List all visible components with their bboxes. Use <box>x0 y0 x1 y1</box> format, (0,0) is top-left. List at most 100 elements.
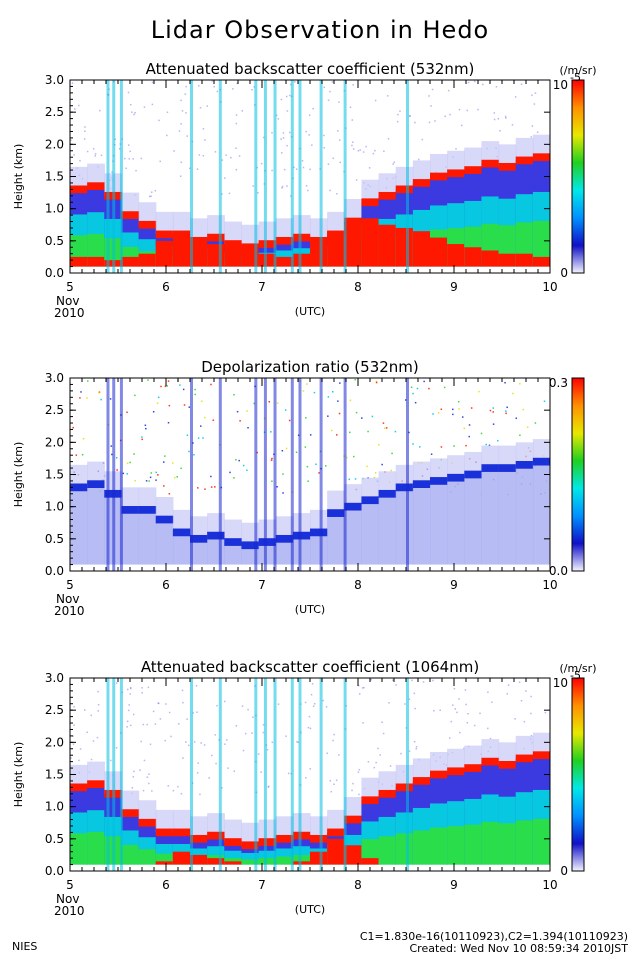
dense-layer-cell <box>87 831 105 865</box>
speckle <box>235 168 238 171</box>
speckle <box>374 149 376 152</box>
speckle <box>432 413 434 415</box>
speckle <box>210 383 212 386</box>
speckle <box>211 754 213 757</box>
haze-cell <box>172 509 191 533</box>
speckle <box>505 117 507 119</box>
speckle <box>235 147 237 149</box>
cloud-streak <box>190 80 193 273</box>
y-tick-label: 1.0 <box>45 202 64 216</box>
speckle <box>126 720 129 723</box>
speckle <box>185 85 187 88</box>
haze-cell <box>430 458 448 481</box>
speckle <box>213 85 215 88</box>
speckle <box>195 685 198 687</box>
y-tick-label: 1.0 <box>45 800 64 814</box>
speckle <box>414 401 417 404</box>
speckle <box>287 772 290 775</box>
haze-cell <box>447 748 465 772</box>
speckle <box>349 106 352 109</box>
dense-layer-cell <box>412 830 431 865</box>
haze-cell <box>447 150 465 174</box>
speckle <box>214 151 217 153</box>
speckle <box>447 89 450 92</box>
haze-cell <box>515 735 534 759</box>
speckle <box>423 380 425 383</box>
speckle <box>140 740 142 743</box>
haze-cell <box>70 764 88 788</box>
speckle <box>109 398 112 400</box>
strong-layer-cell <box>344 845 363 865</box>
cloud-top-cell <box>138 818 157 827</box>
haze-cell <box>412 461 431 485</box>
cloud-streak <box>112 678 116 871</box>
speckle <box>346 456 348 459</box>
speckle <box>224 743 226 745</box>
speckle <box>288 419 291 422</box>
boundary-layer-cell <box>412 484 431 565</box>
speckle <box>132 776 135 778</box>
cloud-top-cell <box>327 509 345 517</box>
speckle <box>236 410 239 413</box>
speckle <box>221 193 223 195</box>
speckle <box>141 436 143 438</box>
speckle <box>247 427 249 429</box>
speckle <box>145 480 148 482</box>
speckle <box>413 692 416 695</box>
speckle <box>166 134 168 137</box>
speckle <box>144 424 147 427</box>
speckle <box>432 679 434 682</box>
speckle <box>151 103 154 106</box>
haze-cell <box>190 516 208 539</box>
cloud-streak <box>273 678 277 871</box>
dense-layer-cell <box>241 859 260 865</box>
haze-cell <box>515 442 534 465</box>
speckle <box>235 122 238 125</box>
dense-layer-cell <box>481 821 500 865</box>
speckle <box>495 86 498 88</box>
colorbar-top-label: 10 <box>553 78 568 92</box>
haze-cell <box>310 509 328 533</box>
speckle <box>468 435 470 438</box>
cloud-streak <box>263 80 267 273</box>
speckle <box>115 682 118 684</box>
speckle <box>309 727 312 730</box>
speckle <box>512 392 514 395</box>
speckle <box>309 434 312 436</box>
speckle <box>384 427 386 430</box>
speckle <box>404 399 407 401</box>
cloud-streak <box>106 80 110 273</box>
speckle <box>110 759 112 762</box>
haze-cell <box>327 490 345 514</box>
speckle <box>351 144 353 147</box>
speckle <box>133 770 135 773</box>
speckle <box>86 150 89 153</box>
haze-cell <box>412 160 431 183</box>
speckle <box>388 702 390 704</box>
speckle <box>428 121 431 124</box>
speckle <box>141 438 143 441</box>
strong-layer-cell <box>327 231 345 267</box>
speckle <box>422 681 425 683</box>
cloud-top-cell <box>292 233 311 242</box>
speckle <box>306 465 309 468</box>
speckle <box>352 455 355 458</box>
speckle <box>271 457 273 460</box>
speckle <box>126 688 129 691</box>
speckle <box>149 195 151 198</box>
speckle <box>241 110 244 112</box>
speckle <box>331 81 334 83</box>
cloud-streak <box>254 378 258 571</box>
speckle <box>92 740 95 742</box>
speckle <box>210 486 213 488</box>
speckle <box>202 437 204 439</box>
speckle <box>304 446 307 448</box>
x-tick-label: 6 <box>162 878 170 892</box>
haze-cell <box>275 816 294 839</box>
speckle <box>86 397 88 399</box>
speckle <box>514 718 516 720</box>
speckle <box>70 139 72 141</box>
speckle <box>141 687 143 689</box>
cloud-top-cell <box>155 230 174 239</box>
speckle <box>223 700 226 703</box>
